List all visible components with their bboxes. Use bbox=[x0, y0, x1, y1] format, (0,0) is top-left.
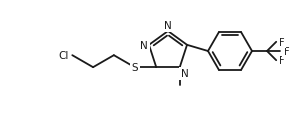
Text: N: N bbox=[181, 69, 188, 79]
Text: S: S bbox=[131, 63, 138, 73]
Text: F: F bbox=[284, 47, 290, 56]
Text: F: F bbox=[279, 56, 285, 66]
Text: N: N bbox=[140, 40, 148, 50]
Text: F: F bbox=[279, 37, 285, 47]
Text: Cl: Cl bbox=[58, 51, 68, 61]
Text: N: N bbox=[164, 21, 172, 31]
